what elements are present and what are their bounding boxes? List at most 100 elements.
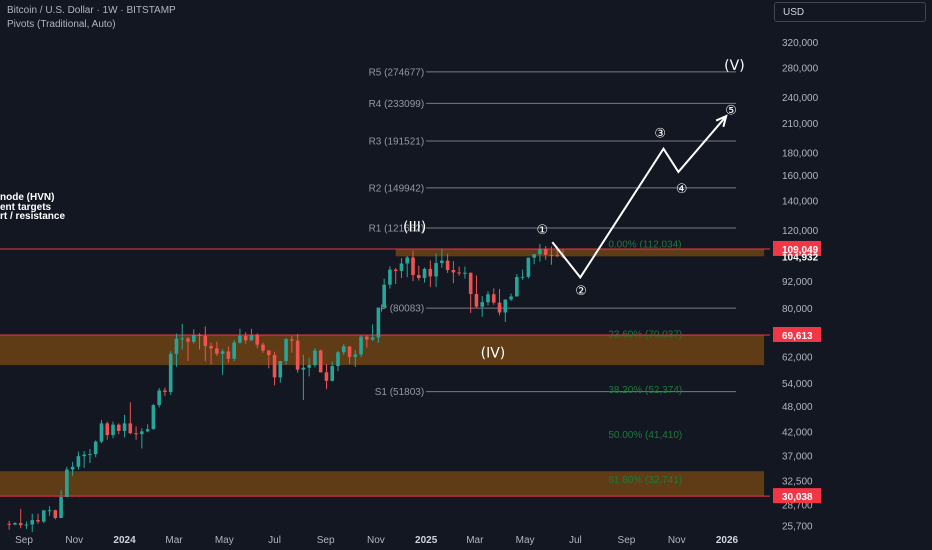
candle-body xyxy=(99,423,104,442)
elliott-projection-path xyxy=(551,115,727,280)
pivot-label: R5 (274677) xyxy=(369,67,425,78)
candle-body xyxy=(399,263,404,272)
candle-body xyxy=(480,302,485,307)
price-tick-label: 54,000 xyxy=(782,379,813,390)
candle-body xyxy=(307,365,311,368)
time-tick-label: Nov xyxy=(668,535,686,546)
fib-level-label: 23.60% (70,037) xyxy=(608,329,682,340)
candle-body xyxy=(278,360,283,378)
candle-body xyxy=(82,454,86,457)
candle-body xyxy=(543,249,548,255)
candle-body xyxy=(151,405,156,430)
annotations-layer: (III) (IV) (V) ① ② ③ ④ ⑤ xyxy=(403,58,745,362)
candle-body xyxy=(376,307,381,338)
price-badge-label: 30,038 xyxy=(782,492,813,503)
pivot-label: R4 (233099) xyxy=(369,99,425,110)
wave-label: (III) xyxy=(403,220,426,236)
price-tick-label: 80,000 xyxy=(782,304,813,315)
wave-label: (IV) xyxy=(481,346,506,362)
candle-body xyxy=(445,260,450,271)
price-tick-label: 320,000 xyxy=(782,38,819,49)
candle-body xyxy=(157,390,161,406)
candle-body xyxy=(301,367,306,370)
wave-label: ② xyxy=(575,284,587,299)
candle-body xyxy=(76,456,81,467)
candle-body xyxy=(353,354,358,357)
candle-body xyxy=(405,257,410,264)
time-tick-label: Mar xyxy=(466,535,484,546)
candle-body xyxy=(238,335,242,343)
time-tick-label: Jul xyxy=(268,535,281,546)
price-tick-label: 160,000 xyxy=(782,171,819,182)
price-tick-label: 92,000 xyxy=(782,277,813,288)
time-tick-label: Sep xyxy=(15,535,33,546)
candle-body xyxy=(70,466,75,470)
indicator-title: Pivots (Traditional, Auto) xyxy=(7,19,116,30)
time-tick-label: 2024 xyxy=(113,535,136,546)
candle-body xyxy=(463,272,467,274)
price-tick-label: 48,000 xyxy=(782,402,813,413)
candle-body xyxy=(88,454,92,456)
candle-body xyxy=(220,351,225,354)
symbol-title: Bitcoin / U.S. Dollar · 1W · BITSTAMP xyxy=(7,5,176,16)
candle-body xyxy=(24,524,29,526)
candle-body xyxy=(122,423,127,431)
candle-body xyxy=(243,335,248,341)
candle-body xyxy=(451,270,456,273)
candle-body xyxy=(168,353,173,393)
wave-label: ⑤ xyxy=(725,103,737,118)
candle-body xyxy=(295,340,300,370)
pivot-label: R1 (121662) xyxy=(369,223,425,234)
supply-demand-zone xyxy=(395,248,765,257)
price-badge-label: 69,613 xyxy=(782,331,813,342)
candle-body xyxy=(365,336,369,340)
candle-body xyxy=(186,338,190,342)
candle-body xyxy=(18,523,23,526)
candle-body xyxy=(503,299,508,313)
candles-layer xyxy=(7,243,565,533)
candle-body xyxy=(290,339,294,341)
fib-level-label: 0.00% (112,034) xyxy=(608,239,681,250)
candle-body xyxy=(105,423,110,436)
candle-body xyxy=(555,255,560,257)
candle-body xyxy=(226,351,231,359)
candle-body xyxy=(388,269,392,285)
price-badge xyxy=(773,240,821,256)
candle-body xyxy=(174,338,179,354)
levels-layer: R5 (274677) R4 (233099) R3 (191521) R2 (149… xyxy=(0,67,770,497)
candle-body xyxy=(509,296,513,300)
price-tick-label: 42,000 xyxy=(782,427,813,438)
candle-body xyxy=(457,272,461,274)
price-badge-label: 104,932 xyxy=(782,252,819,263)
candle-body xyxy=(422,268,427,279)
candle-body xyxy=(520,276,525,278)
price-tick-label: 210,000 xyxy=(782,119,819,130)
supply-demand-zone xyxy=(0,471,765,497)
wave-label: ① xyxy=(537,223,549,238)
candle-body xyxy=(497,302,502,313)
candle-body xyxy=(515,277,519,297)
candle-body xyxy=(145,429,150,432)
candle-body xyxy=(318,350,323,373)
candle-body xyxy=(111,424,115,436)
candle-body xyxy=(336,352,340,367)
fib-level-label: 38.20% (52,374) xyxy=(608,385,682,396)
candle-body xyxy=(341,346,346,353)
candle-body xyxy=(272,355,277,378)
time-tick-label: May xyxy=(215,535,234,546)
candle-body xyxy=(30,520,35,525)
legend-line-support: rt / resistance xyxy=(0,211,66,222)
candle-body xyxy=(209,346,213,349)
candle-body xyxy=(261,344,265,351)
candle-body xyxy=(203,335,208,347)
candle-body xyxy=(440,260,444,264)
time-tick-label: May xyxy=(516,535,535,546)
time-tick-label: Jul xyxy=(569,535,582,546)
price-tick-label: 280,000 xyxy=(782,64,819,75)
price-badge-label: 109,049 xyxy=(782,245,819,256)
candle-body xyxy=(249,335,254,341)
candle-body xyxy=(549,254,554,256)
currency-selector[interactable]: USD xyxy=(774,2,926,22)
candle-body xyxy=(382,284,386,308)
